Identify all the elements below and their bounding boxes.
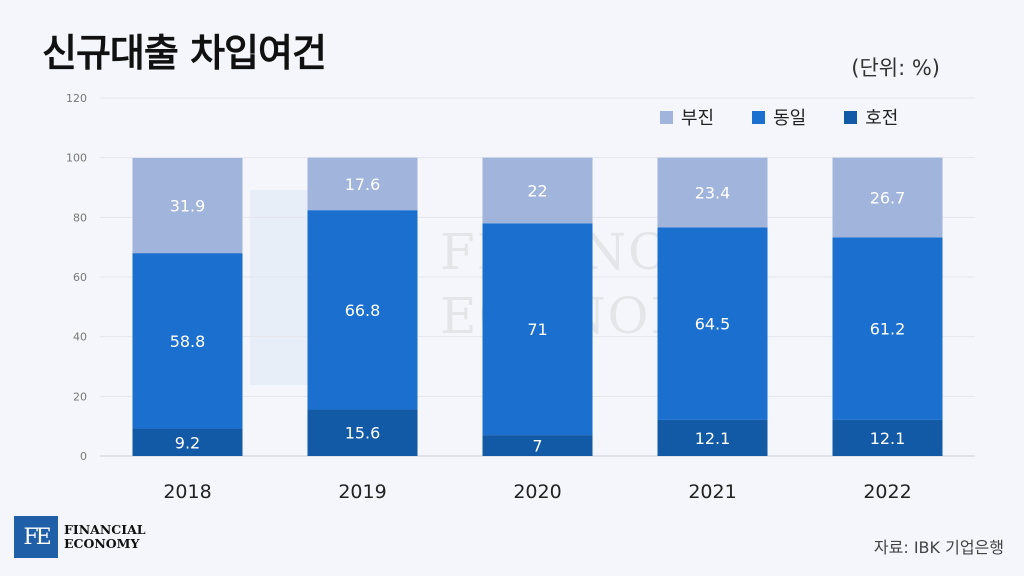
- bar-segment: [657, 157, 768, 228]
- bar-segment: [132, 428, 243, 456]
- data-label: 64.5: [695, 315, 731, 334]
- data-label: 7: [532, 437, 542, 456]
- legend-item-bujin: 부진: [660, 104, 714, 130]
- legend-label-hojeon: 호전: [865, 108, 899, 129]
- data-label: 15.6: [345, 424, 381, 443]
- unit-label: (단위: %): [851, 56, 940, 80]
- bar-segment: [482, 435, 593, 456]
- y-tick-label: 100: [66, 152, 87, 165]
- brand-line-1: FINANCIAL: [64, 522, 146, 537]
- legend-label-dongil: 동일: [773, 108, 807, 129]
- data-label: 9.2: [175, 433, 200, 452]
- bar-segment: [307, 210, 418, 410]
- data-label: 12.1: [870, 429, 906, 448]
- bar-segment: [132, 253, 243, 429]
- legend-swatch-dongil: [752, 110, 766, 124]
- y-tick-label: 60: [73, 271, 87, 284]
- data-label: 23.4: [695, 184, 731, 203]
- data-label: 61.2: [870, 320, 906, 339]
- y-tick-label: 0: [80, 450, 87, 463]
- source-note: 자료: IBK 기업은행: [873, 538, 1004, 557]
- bar-segment: [657, 227, 768, 420]
- bar-segment: [307, 157, 418, 211]
- x-tick-label: 2022: [863, 481, 911, 503]
- legend-label-bujin: 부진: [681, 108, 715, 129]
- x-tick-label: 2018: [163, 481, 211, 503]
- x-tick-label: 2021: [688, 481, 736, 503]
- x-tick-label: 2019: [338, 481, 386, 503]
- bar-segment: [307, 409, 418, 456]
- data-label: 71: [527, 320, 547, 339]
- y-tick-label: 40: [73, 331, 87, 344]
- bar-segment: [832, 419, 943, 456]
- data-label: 66.8: [345, 301, 381, 320]
- brand-logo: FE FINANCIAL ECONOMY: [14, 516, 146, 558]
- brand-mark: FE: [14, 516, 58, 558]
- y-tick-label: 120: [66, 92, 87, 105]
- data-label: 22: [527, 181, 547, 200]
- legend-item-dongil: 동일: [752, 104, 806, 130]
- x-tick-label: 2020: [513, 481, 561, 503]
- y-tick-label: 20: [73, 390, 87, 403]
- legend: 부진 동일 호전: [660, 104, 898, 130]
- bar-segment: [832, 237, 943, 420]
- bar-segment: [657, 419, 768, 456]
- y-tick-label: 80: [73, 211, 87, 224]
- bar-segment: [482, 223, 593, 436]
- bar-segment: [832, 157, 943, 238]
- legend-swatch-hojeon: [844, 110, 858, 124]
- brand-name: FINANCIAL ECONOMY: [64, 523, 146, 551]
- brand-line-2: ECONOMY: [64, 536, 140, 551]
- data-label: 17.6: [345, 175, 381, 194]
- bar-segment: [132, 157, 243, 254]
- data-label: 26.7: [870, 188, 906, 207]
- data-label: 31.9: [170, 197, 206, 216]
- legend-item-hojeon: 호전: [844, 104, 898, 130]
- chart-title: 신규대출 차입여건: [42, 31, 327, 75]
- data-label: 58.8: [170, 332, 206, 351]
- bar-segment: [482, 157, 593, 224]
- legend-swatch-bujin: [660, 110, 673, 124]
- data-label: 12.1: [695, 429, 731, 448]
